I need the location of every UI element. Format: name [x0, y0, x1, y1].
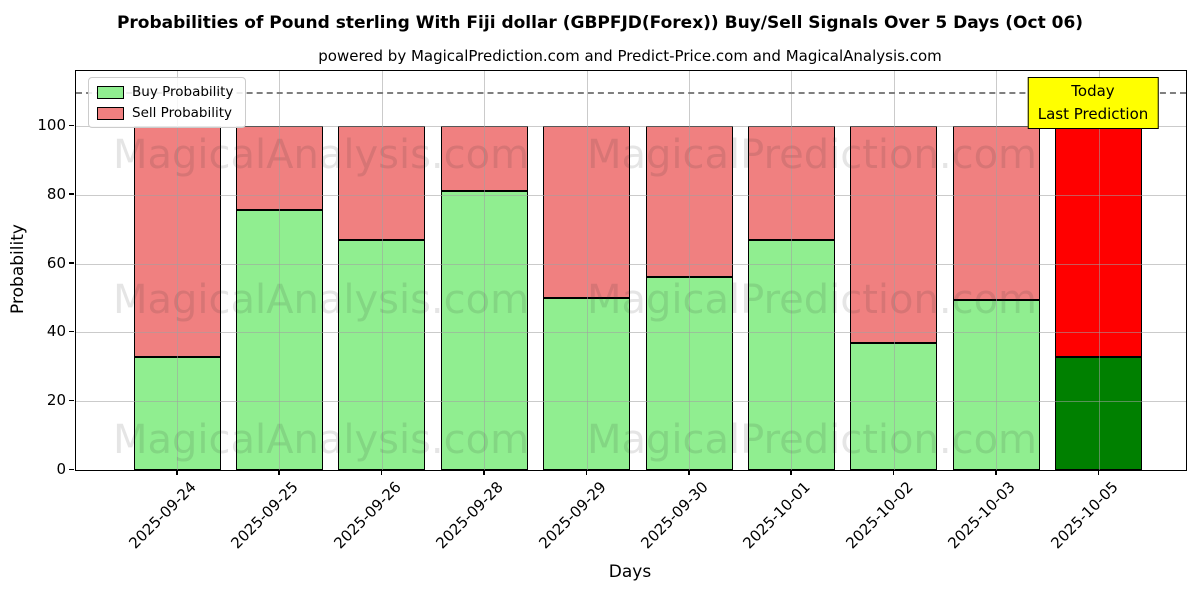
vertical-gridline — [586, 71, 588, 470]
y-tick-label: 80 — [46, 184, 66, 203]
annotation-line2: Last Prediction — [1037, 105, 1149, 123]
vertical-gridline — [893, 71, 895, 470]
x-tick-label: 2025-10-02 — [842, 478, 917, 553]
x-tick-mark — [892, 470, 895, 475]
y-tick-mark — [69, 468, 74, 470]
horizontal-gridline — [76, 194, 1186, 196]
vertical-gridline — [177, 71, 178, 470]
y-tick-label: 0 — [56, 460, 66, 478]
threshold-dashed-line — [76, 91, 1186, 94]
x-tick-mark — [380, 470, 383, 475]
vertical-gridline — [279, 71, 281, 470]
vertical-gridline — [791, 71, 793, 470]
y-tick-mark — [69, 330, 74, 333]
x-tick-label: 2025-09-26 — [330, 478, 405, 553]
x-tick-mark — [585, 470, 588, 475]
legend-label-sell: Sell Probability — [132, 105, 233, 121]
today-annotation: Today Last Prediction — [1027, 77, 1159, 129]
x-tick-mark — [995, 470, 997, 475]
chart-subtitle: powered by MagicalPrediction.com and Pre… — [318, 47, 942, 65]
x-tick-label: 2025-09-30 — [637, 478, 712, 553]
x-tick-mark — [278, 470, 280, 475]
x-tick-mark — [483, 470, 485, 475]
legend-label-buy: Buy Probability — [132, 84, 234, 100]
horizontal-gridline — [76, 126, 1186, 127]
buy-swatch-icon — [97, 85, 124, 99]
x-tick-mark — [1097, 470, 1100, 475]
x-tick-label: 2025-10-05 — [1046, 478, 1122, 553]
annotation-line1: Today — [1071, 82, 1115, 100]
x-tick-label: 2025-10-03 — [944, 478, 1019, 553]
y-tick-label: 20 — [46, 391, 66, 410]
plot-area — [75, 70, 1187, 471]
vertical-gridline — [484, 71, 486, 470]
sell-swatch-icon — [97, 106, 124, 120]
vertical-gridline — [996, 71, 998, 470]
vertical-gridline — [1098, 71, 1100, 470]
x-tick-mark — [688, 470, 690, 475]
x-tick-label: 2025-09-28 — [432, 478, 507, 553]
x-tick-label: 2025-09-25 — [227, 478, 303, 553]
vertical-gridline — [689, 71, 690, 470]
x-tick-label: 2025-10-01 — [739, 478, 815, 553]
x-tick-mark — [790, 470, 792, 475]
horizontal-gridline — [76, 332, 1186, 334]
vertical-gridline — [381, 71, 383, 470]
y-tick-label: 100 — [37, 116, 66, 134]
y-tick-mark — [69, 399, 74, 402]
x-axis-label: Days — [608, 562, 652, 582]
chart-legend: Buy Probability Sell Probability — [88, 77, 247, 128]
y-tick-label: 60 — [46, 253, 66, 272]
legend-item-buy: Buy Probability — [97, 84, 233, 100]
horizontal-gridline — [76, 263, 1186, 265]
y-tick-mark — [69, 262, 74, 264]
x-tick-label: 2025-09-24 — [125, 478, 200, 553]
x-tick-label: 2025-09-29 — [534, 478, 610, 553]
horizontal-gridline — [76, 401, 1186, 403]
x-tick-mark — [176, 470, 178, 475]
y-tick-mark — [69, 124, 74, 126]
y-tick-label: 40 — [46, 322, 66, 341]
chart-title: Probabilities of Pound sterling With Fij… — [116, 13, 1084, 33]
legend-item-sell: Sell Probability — [97, 105, 233, 121]
y-tick-mark — [69, 193, 74, 195]
